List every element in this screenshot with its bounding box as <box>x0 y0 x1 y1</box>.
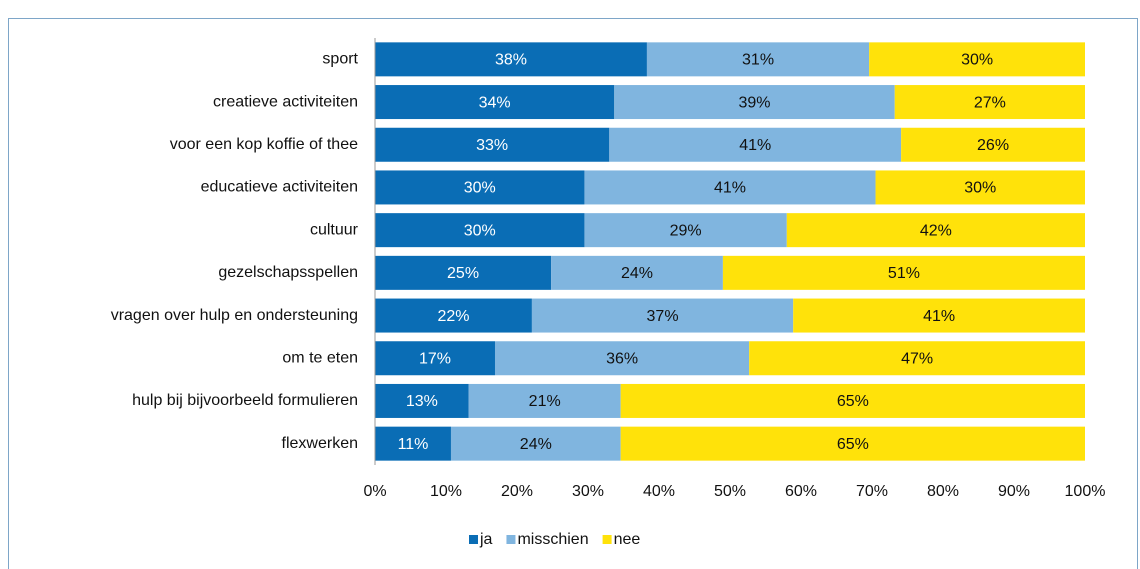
category-label: sport <box>322 51 358 68</box>
category-label: gezelschapsspellen <box>218 264 358 281</box>
value-label: 11% <box>398 436 429 453</box>
bar-segment <box>614 85 895 120</box>
x-tick-label: 90% <box>998 483 1030 500</box>
value-label: 25% <box>447 265 479 282</box>
bar-segment <box>749 341 1085 376</box>
value-label: 38% <box>495 52 527 69</box>
x-tick-label: 70% <box>856 483 888 500</box>
bar-segment <box>793 298 1085 333</box>
bar-segment <box>375 341 495 376</box>
value-label: 22% <box>437 308 469 325</box>
value-label: 41% <box>714 180 746 197</box>
category-label: creatieve activiteiten <box>213 93 358 110</box>
value-label: 37% <box>647 308 679 325</box>
x-tick-label: 20% <box>501 483 533 500</box>
bar-segment <box>620 383 1085 418</box>
bar-segment <box>584 213 787 248</box>
bar-segment <box>375 213 585 248</box>
value-label: 41% <box>923 308 955 325</box>
value-label: 27% <box>974 94 1006 111</box>
category-label: hulp bij bijvoorbeeld formulieren <box>132 392 358 409</box>
bar-segment <box>375 255 552 290</box>
value-label: 24% <box>520 436 552 453</box>
value-label: 34% <box>479 94 511 111</box>
bar-segment <box>901 127 1085 162</box>
category-label: educatieve activiteiten <box>201 179 358 196</box>
x-tick-label: 60% <box>785 483 817 500</box>
x-tick-label: 40% <box>643 483 675 500</box>
value-label: 51% <box>888 265 920 282</box>
value-label: 30% <box>961 52 993 69</box>
category-label: flexwerken <box>282 435 358 452</box>
bar-segment <box>894 85 1085 120</box>
value-label: 26% <box>977 137 1009 154</box>
value-label: 65% <box>837 393 869 410</box>
legend-swatch <box>506 535 516 544</box>
bar-segment <box>584 170 876 205</box>
x-tick-label: 30% <box>572 483 604 500</box>
value-label: 47% <box>901 350 933 367</box>
x-tick-label: 100% <box>1065 483 1106 500</box>
bar-segment <box>786 213 1085 248</box>
legend-label: misschien <box>517 531 588 548</box>
category-label: om te eten <box>282 349 358 366</box>
category-label: voor een kop koffie of thee <box>170 136 358 153</box>
legend-label: nee <box>614 531 641 548</box>
legend-swatch <box>469 535 478 544</box>
bar-segment <box>450 426 621 461</box>
bar-segment <box>609 127 902 162</box>
value-label: 36% <box>606 350 638 367</box>
bar-segment <box>375 85 615 120</box>
bar-segment <box>468 383 621 418</box>
x-tick-label: 0% <box>363 483 386 500</box>
bar-segment <box>375 42 647 77</box>
legend-swatch <box>602 535 612 544</box>
bar-segment <box>375 298 532 333</box>
bar-segment <box>375 170 585 205</box>
bar-segment <box>875 170 1085 205</box>
value-label: 21% <box>529 393 561 410</box>
value-label: 33% <box>476 137 508 154</box>
bar-segment <box>722 255 1085 290</box>
bar-segment <box>869 42 1085 77</box>
value-label: 30% <box>464 222 496 239</box>
bar-segment <box>375 127 610 162</box>
category-label: vragen over hulp en ondersteuning <box>111 307 358 324</box>
value-label: 17% <box>419 350 451 367</box>
bar-segment <box>375 426 451 461</box>
value-label: 30% <box>464 180 496 197</box>
bar-segment <box>646 42 870 77</box>
value-label: 31% <box>742 52 774 69</box>
category-label: cultuur <box>310 221 359 238</box>
value-label: 39% <box>738 94 770 111</box>
x-tick-label: 80% <box>927 483 959 500</box>
value-label: 24% <box>621 265 653 282</box>
x-tick-label: 50% <box>714 483 746 500</box>
value-label: 30% <box>964 180 996 197</box>
bar-segment <box>375 383 469 418</box>
value-label: 65% <box>837 436 869 453</box>
bar-segment <box>551 255 723 290</box>
value-label: 42% <box>920 222 952 239</box>
chart-frame <box>8 18 1138 569</box>
bar-segment <box>620 426 1085 461</box>
bar-segment <box>494 341 750 376</box>
value-label: 13% <box>406 393 438 410</box>
value-label: 29% <box>670 222 702 239</box>
legend-label: ja <box>479 531 493 548</box>
value-label: 41% <box>739 137 771 154</box>
x-tick-label: 10% <box>430 483 462 500</box>
bar-segment <box>531 298 794 333</box>
